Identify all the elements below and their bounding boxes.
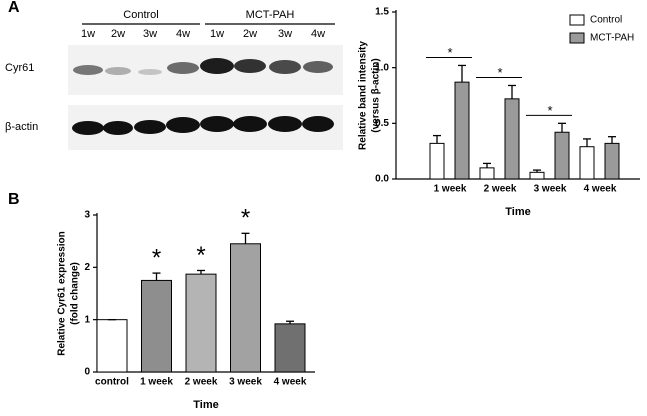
x-tick-label: 4 week <box>274 377 307 388</box>
significance-mark: * <box>241 205 250 232</box>
bar <box>141 279 172 373</box>
y-tick-label: 2 <box>84 262 90 273</box>
legend-label: Control <box>590 15 622 26</box>
band <box>134 120 166 134</box>
bar <box>230 243 261 373</box>
band <box>200 116 234 132</box>
y-tick-label: 0.0 <box>375 174 389 185</box>
lane-labels: 1w 2w 3w 4w 1w 2w 3w 4w <box>81 28 325 40</box>
band <box>166 117 200 133</box>
y-axis-label: Relative Cyr61 expression <box>57 231 68 356</box>
bar <box>274 323 306 373</box>
lane-label: 3w <box>143 28 157 40</box>
bar <box>454 81 470 180</box>
lane-label: 1w <box>81 28 95 40</box>
band <box>105 67 131 75</box>
bar <box>504 98 520 180</box>
band <box>303 61 333 73</box>
significance-mark: * <box>547 103 552 118</box>
y-axis-label: Relative band intensity <box>358 41 369 150</box>
bar <box>429 142 445 180</box>
lane-label: 2w <box>111 28 125 40</box>
x-tick-label: 4 week <box>584 184 617 195</box>
x-tick-label: 1 week <box>140 377 173 388</box>
band <box>233 116 267 132</box>
bar <box>554 131 570 180</box>
band <box>268 116 302 132</box>
row-label: β-actin <box>5 121 38 133</box>
lane-label: 3w <box>278 28 292 40</box>
band <box>200 58 234 74</box>
bar <box>529 171 545 180</box>
lane-label: 2w <box>243 28 257 40</box>
band <box>234 59 266 73</box>
y-axis-label: (fold change) <box>70 262 81 325</box>
legend-swatch <box>569 32 585 44</box>
legend-swatch <box>569 14 585 26</box>
significance-mark: * <box>196 242 205 269</box>
x-tick-label: control <box>95 377 129 388</box>
significance-mark: * <box>447 45 452 60</box>
y-tick-label: 1.5 <box>375 7 389 18</box>
y-tick-label: 1 <box>84 314 90 325</box>
legend-label: MCT-PAH <box>590 33 634 44</box>
group-label: Control <box>123 9 158 21</box>
bar <box>96 319 128 373</box>
x-tick-label: 3 week <box>534 184 567 195</box>
row-label: Cyr61 <box>5 62 34 74</box>
y-tick-label: 3 <box>84 210 90 221</box>
lane-label: 4w <box>311 28 325 40</box>
significance-mark: * <box>497 65 502 80</box>
x-tick-label: 2 week <box>484 184 517 195</box>
band <box>167 62 199 74</box>
significance-mark: * <box>152 244 161 271</box>
band <box>72 121 104 135</box>
band <box>103 121 133 135</box>
band <box>138 69 162 75</box>
x-axis-label: Time <box>505 206 530 218</box>
group-label: MCT-PAH <box>246 9 295 21</box>
bar <box>579 146 595 180</box>
x-axis-label: Time <box>193 399 218 411</box>
lane-label: 1w <box>210 28 224 40</box>
y-tick-label: 1.0 <box>375 62 389 73</box>
bar <box>185 273 217 373</box>
x-tick-label: 1 week <box>434 184 467 195</box>
band <box>73 65 103 75</box>
bar <box>604 142 620 180</box>
panel-label: B <box>8 191 20 208</box>
x-tick-label: 3 week <box>229 377 262 388</box>
band <box>302 116 334 132</box>
panel-label: A <box>8 0 20 16</box>
y-axis-label: (versus β-actin) <box>371 58 382 132</box>
bar <box>479 167 495 180</box>
band <box>269 60 301 74</box>
western-blot: Control MCT-PAH Cyr61 β-actin 1w 2w 3w 4w 1w… <box>5 9 343 150</box>
lane-label: 4w <box>176 28 190 40</box>
x-tick-label: 2 week <box>185 377 218 388</box>
y-tick-label: 0 <box>84 367 90 378</box>
y-tick-label: 0.5 <box>375 118 389 129</box>
